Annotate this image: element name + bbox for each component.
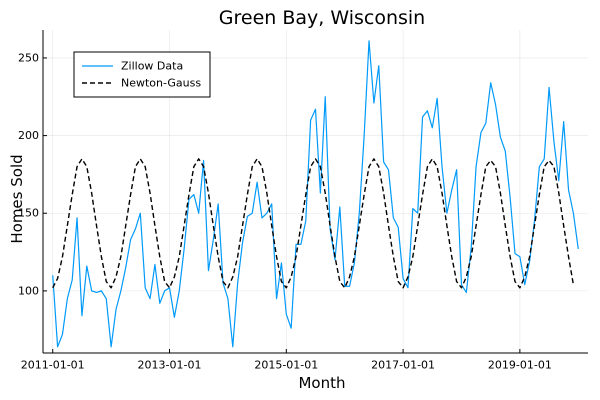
- y-tick-label: 200: [18, 129, 39, 142]
- y-tick-label: 150: [18, 207, 39, 220]
- y-tick-label: 250: [18, 51, 39, 64]
- x-tick-label: 2011-01-01: [21, 359, 85, 372]
- legend: Zillow Data Newton-Gauss: [73, 51, 211, 98]
- plot-frame: [42, 30, 588, 354]
- x-tick-label: 2015-01-01: [254, 359, 318, 372]
- series-line-newton-gauss: [52, 158, 575, 289]
- legend-label-newton-gauss: Newton-Gauss: [121, 77, 201, 90]
- x-axis: 2011-01-01 2013-01-01 2015-01-01 2017-01-01…: [21, 349, 552, 372]
- chart-title: Green Bay, Wisconsin: [219, 7, 425, 29]
- y-tick-label: 100: [18, 284, 39, 297]
- x-tick-label: 2017-01-01: [371, 359, 435, 372]
- legend-box: [73, 51, 211, 98]
- x-tick-label: 2019-01-01: [488, 359, 552, 372]
- x-tick-label: 2013-01-01: [138, 359, 202, 372]
- y-axis: 100 150 200 250: [18, 51, 47, 297]
- series-layer: [52, 40, 579, 348]
- x-axis-label: Month: [298, 374, 345, 392]
- legend-label-zillow-data: Zillow Data: [121, 60, 183, 73]
- y-axis-label: Homes Sold: [8, 154, 26, 243]
- series-line-zillow-data: [52, 40, 579, 348]
